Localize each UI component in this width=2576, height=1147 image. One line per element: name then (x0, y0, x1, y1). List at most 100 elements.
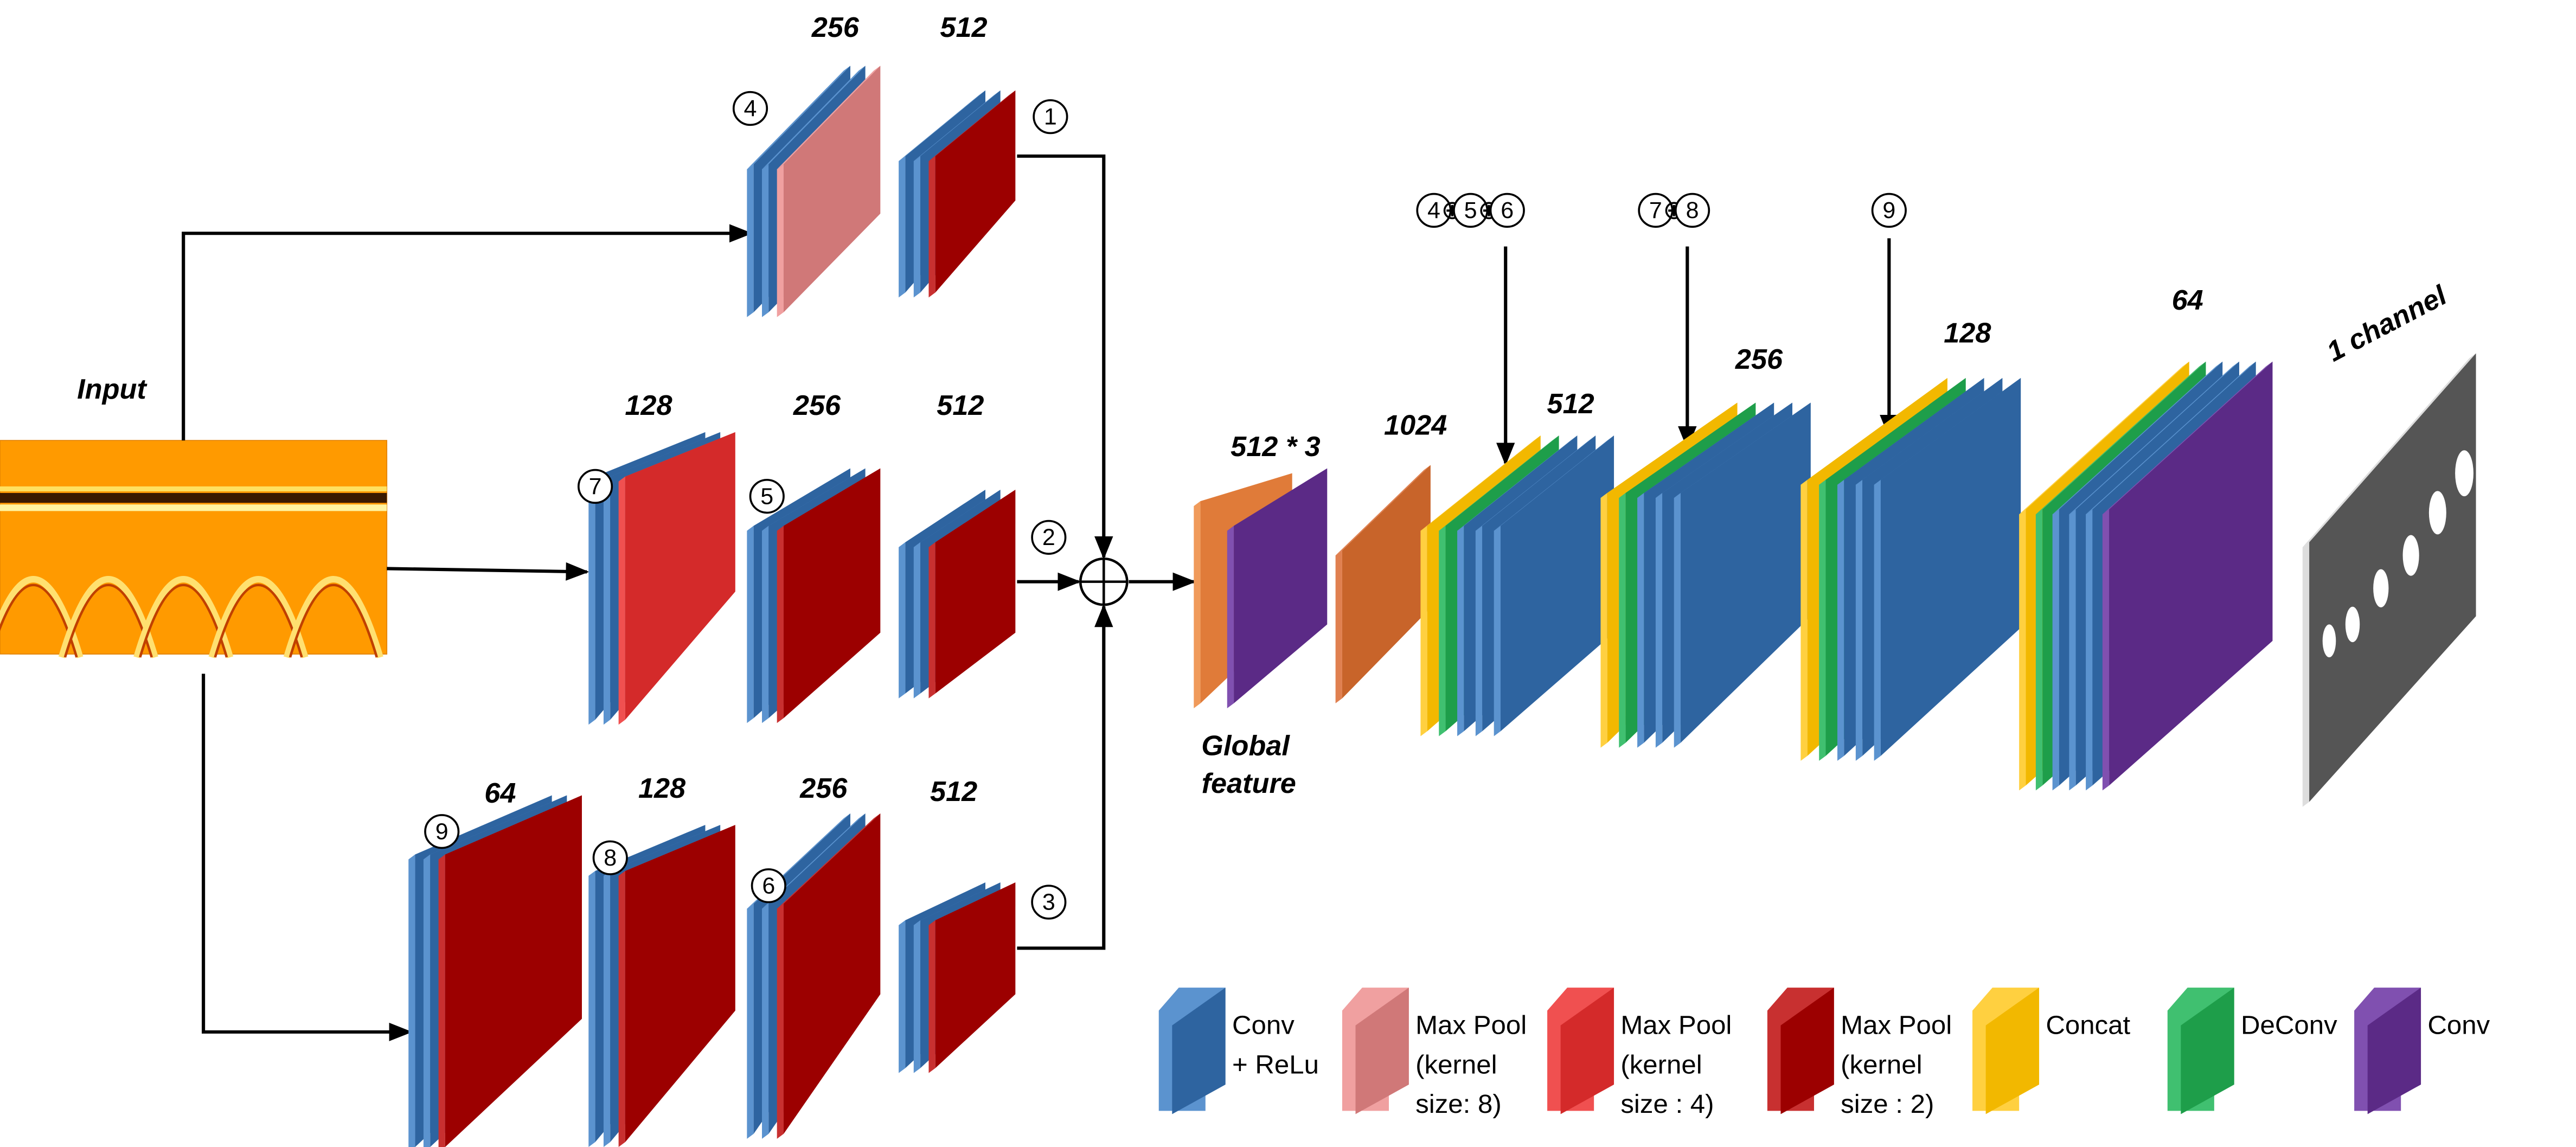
output-object (2322, 624, 2336, 658)
label: 4 (1427, 197, 1440, 223)
connector (1017, 154, 1113, 560)
marker-circle (1033, 99, 1068, 134)
layer-edge (913, 920, 921, 1073)
label: 5 (760, 484, 773, 510)
layer-edge (1874, 479, 1881, 761)
layer-plate (625, 432, 735, 720)
layer-plate (445, 795, 582, 1147)
layer-edge (762, 526, 769, 723)
layer-edge (1439, 526, 1446, 736)
hyperbola (58, 576, 158, 658)
hyperbola (63, 584, 153, 658)
legend-label: Max Pool (1415, 1011, 1527, 1040)
legend-label: Max Pool (1620, 1011, 1732, 1040)
label: 1 (1044, 104, 1057, 130)
label: 3 (1042, 889, 1055, 915)
legend-label: DeConv (2241, 1011, 2337, 1040)
legend-label: (kernel (1841, 1050, 1922, 1080)
layer-edge (899, 156, 906, 298)
layer-edge (762, 903, 769, 1139)
legend-icon (2367, 988, 2421, 1114)
marker-circle (1489, 193, 1525, 228)
layer-edge (747, 526, 754, 723)
layer-edge (423, 854, 431, 1147)
layer-plate (783, 468, 881, 719)
label: 128 (625, 389, 672, 421)
layer-edge (762, 66, 866, 170)
layer-edge (1194, 501, 1201, 708)
layer-plate (783, 813, 881, 1134)
hyperbola (0, 584, 78, 658)
layer-edge (1637, 493, 1644, 748)
label: feature (1202, 767, 1296, 799)
layer-plate (2309, 353, 2476, 802)
layer-edge (1494, 435, 1614, 531)
marker-circle (1638, 193, 1674, 228)
layer-edge (1457, 526, 1464, 736)
legend-icon (1985, 988, 2040, 1114)
layer-edge (1837, 479, 1844, 761)
output-object (2345, 606, 2360, 643)
legend-icon (1172, 988, 1226, 1114)
connector (387, 562, 589, 581)
label: 1024 (1384, 409, 1447, 441)
input-image (0, 440, 388, 655)
layer-edge (1819, 479, 1826, 761)
layer-edge (777, 526, 784, 723)
input-band (0, 504, 387, 511)
marker-circle (424, 814, 460, 849)
layer-plate (1234, 468, 1328, 703)
layer-edge (2035, 361, 2206, 515)
label: 9 (435, 819, 448, 845)
legend-icon (2181, 988, 2234, 1114)
marker-circle (1674, 193, 1710, 228)
label: 4 (744, 95, 757, 121)
connector (182, 224, 753, 441)
hyperbola (289, 584, 379, 658)
layer-edge (2069, 361, 2239, 515)
layer-edge (1800, 479, 1808, 761)
layer-edge (618, 476, 625, 725)
layer-edge (1674, 493, 1681, 748)
layer-edge (747, 903, 754, 1139)
marker-circle (1871, 193, 1907, 228)
layer-edge (928, 90, 1016, 161)
layer-edge (588, 476, 595, 725)
layer-edge (1475, 526, 1483, 736)
label: 1 channel (2321, 279, 2452, 367)
layer-edge (1619, 493, 1626, 748)
label: 512 * 3 (1231, 431, 1321, 462)
layer-edge (1335, 550, 1342, 703)
label: 8 (604, 845, 617, 871)
layer-edge (777, 813, 881, 909)
label: 7 (1649, 197, 1662, 223)
hyperbola (139, 584, 228, 658)
layer-edge (1655, 493, 1663, 748)
label: 256 (793, 389, 841, 421)
label: 6 (1501, 197, 1514, 223)
layer-plate (1681, 402, 1811, 743)
layer-edge (1494, 526, 1501, 736)
layer-edge (777, 164, 784, 317)
layer-edge (747, 66, 850, 170)
layer-edge (408, 854, 415, 1147)
layer-plate (935, 882, 1016, 1068)
layer-edge (2019, 509, 2026, 791)
marker-circle (1031, 520, 1067, 555)
layer-plate (1500, 435, 1614, 732)
marker-circle (1453, 193, 1489, 228)
layer-edge (913, 156, 921, 298)
label: 512 (1547, 388, 1594, 419)
layer-edge (777, 903, 784, 1139)
layer-edge (2102, 509, 2110, 791)
legend-label: size : 4) (1620, 1090, 1714, 1119)
legend-label: + ReLu (1232, 1050, 1319, 1080)
layer-edge (2035, 509, 2043, 791)
label: 128 (638, 772, 685, 804)
output-object (2402, 535, 2419, 576)
layer-edge (913, 90, 1001, 161)
legend-label: size : 2) (1841, 1090, 1934, 1119)
layer-edge (2086, 509, 2093, 791)
